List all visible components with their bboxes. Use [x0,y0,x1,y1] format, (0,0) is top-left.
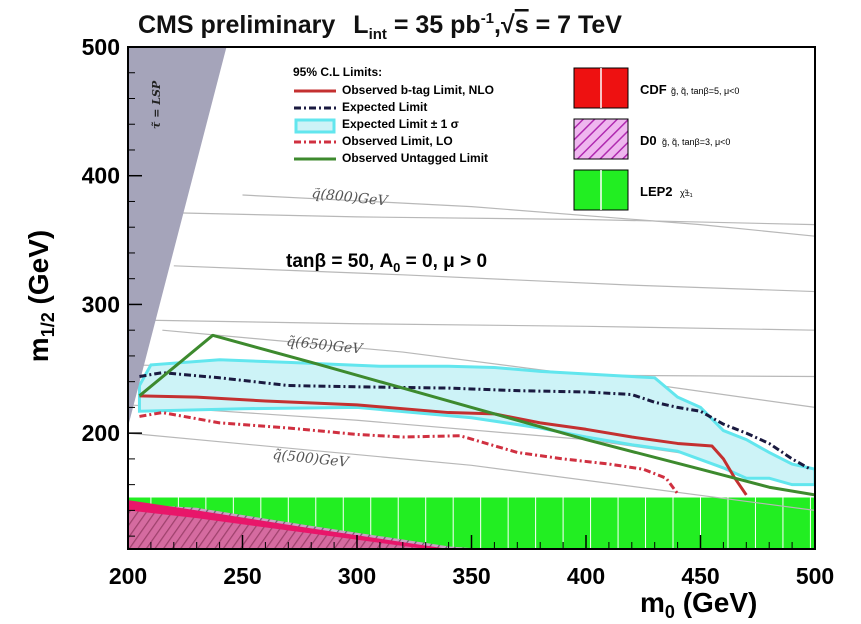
parameter-annotation: tanβ = 50, A0 = 0, μ > 0 [286,251,487,275]
side-legend-experiment: CDF [640,82,667,97]
side-legend-experiment: LEP2 [640,184,673,199]
x-tick-label: 250 [223,563,261,589]
plot-area: τ̃ = LSP q̃(800)GeV q̃(650)GeV q̃(500)GeV [128,47,815,549]
x-tick-label: 450 [681,563,719,589]
legend-label: Expected Limit ± 1 σ [342,117,459,131]
squark-mass-contour [128,211,815,226]
x-tick-label: 500 [796,563,834,589]
side-legend-detail: χ̃±₁ [680,188,693,198]
y-axis-label: m1/2 (GeV) [23,230,58,362]
legend-label: Observed b-tag Limit, NLO [342,83,494,97]
legend-label: Observed Untagged Limit [342,151,488,165]
y-tick-label: 400 [82,163,120,189]
squark-mass-label: q̃(500)GeV [272,447,351,471]
squark-mass-contour [128,432,815,511]
limit-curve [139,394,748,496]
squark-mass-label: q̃(650)GeV [286,334,365,358]
d0-overlap-hatch [128,510,426,549]
stau-lsp-label: τ̃ = LSP [150,80,163,129]
squark-mass-contour [128,319,815,331]
side-legend-swatch [573,118,629,160]
limit-curve [139,371,812,471]
legend-label: Expected Limit [342,100,427,114]
y-tick-label: 500 [82,34,120,60]
side-legend-experiment: D0 [640,133,657,148]
squark-mass-label: q̃(800)GeV [311,186,390,210]
stau-lsp-region [128,47,227,427]
squark-mass-contour [162,329,815,409]
side-legend: CDF g̃, q̃, tanβ=5, μ<0 D0 g̃, q̃, tanβ=3, … [573,67,740,211]
side-legend-detail: g̃, q̃, tanβ=5, μ<0 [671,86,740,96]
legend-swatch [294,118,336,134]
limit-curve [139,411,679,495]
x-tick-label: 200 [109,563,147,589]
legend-header: 95% C.L Limits: [293,65,382,79]
y-tick-label: 200 [82,420,120,446]
y-tick-label: 300 [82,291,120,317]
axis-ticks: 200 250 300 350 400 450 500 200 300 400 500 [82,34,835,589]
legend: 95% C.L Limits: Observed b-tag Limit, NL… [286,60,569,188]
side-legend-detail: g̃, q̃, tanβ=3, μ<0 [662,137,731,147]
squark-mass-contour [242,194,815,237]
x-tick-label: 350 [452,563,490,589]
x-axis-label: m0 (GeV) [640,587,757,622]
chart-title: CMS preliminary Lint = 35 pb-1,√s = 7 TeV [138,10,622,43]
squark-mass-contour [173,265,815,293]
limit-curve [138,333,815,497]
legend-label: Observed Limit, LO [342,134,453,148]
x-tick-label: 300 [338,563,376,589]
x-tick-label: 400 [567,563,605,589]
